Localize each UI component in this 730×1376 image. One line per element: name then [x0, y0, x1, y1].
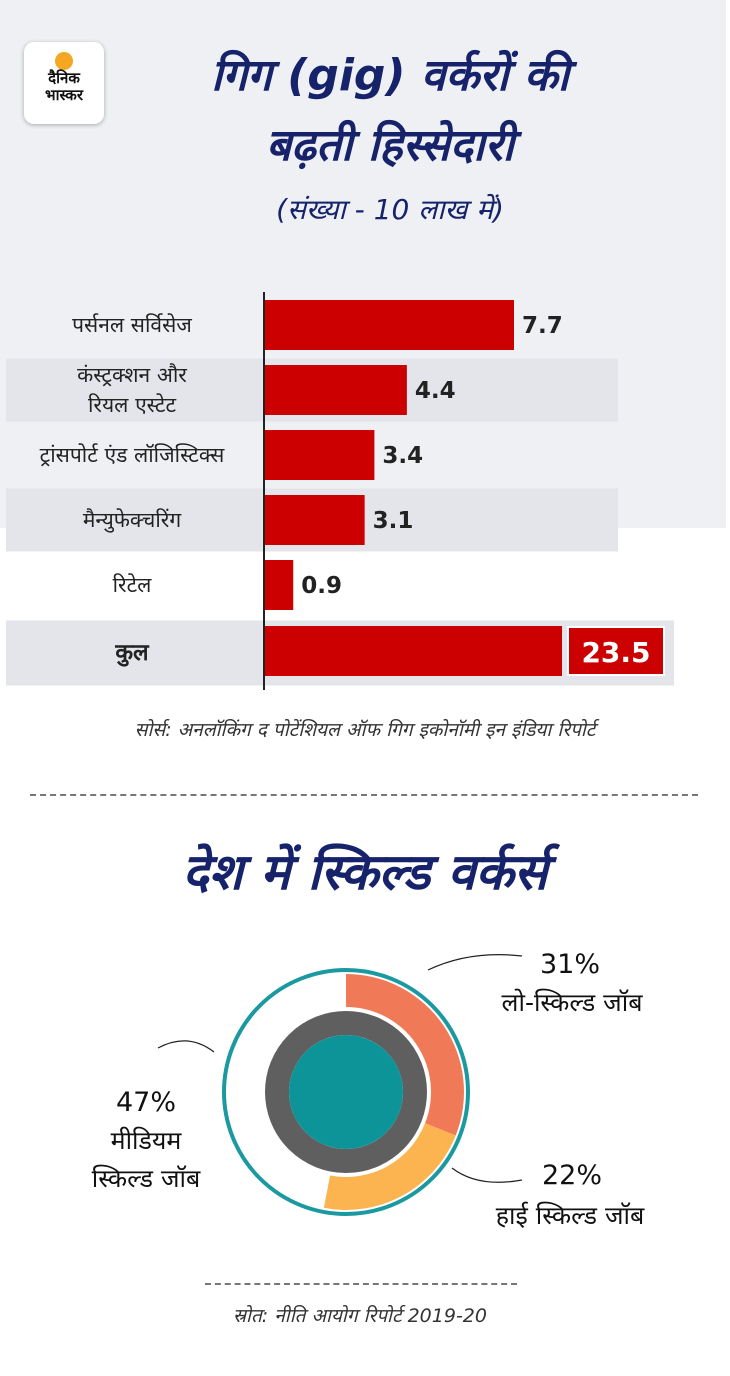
bar	[264, 430, 375, 480]
logo-line-1: दैनिक	[48, 69, 80, 87]
bar	[264, 365, 407, 415]
total-label: कुल	[114, 640, 150, 667]
bar-chart-source: सोर्स: अनलॉकिंग द पोटेंशियल ऑफ गिग इकोनॉ…	[134, 719, 596, 741]
total-value-label: 23.5	[581, 636, 650, 669]
chart-title-line-2: बढ़ती हिस्सेदारी	[266, 120, 514, 171]
chart-subtitle: (संख्या - 10 लाख में)	[276, 193, 504, 226]
donut-center	[289, 1035, 403, 1149]
chart-title-line-1: गिग (gig) वर्करों की	[210, 50, 570, 101]
leader-line	[427, 954, 523, 971]
bar-value-label: 3.4	[382, 443, 423, 469]
logo-line-2: भास्कर	[45, 86, 83, 104]
bar-value-label: 3.1	[373, 508, 414, 534]
category-label: मैन्युफेक्चरिंग	[83, 508, 183, 533]
category-label: पर्सनल सर्विसेज	[72, 313, 192, 337]
bar-value-label: 0.9	[301, 573, 342, 599]
segment-value-label: 47%	[116, 1087, 176, 1118]
donut-chart: 31% लो-स्किल्ड जॉब 22% हाई स्किल्ड जॉब 47% मी…	[92, 949, 645, 1230]
donut-chart-title: देश में स्किल्ड वर्कर्स	[182, 843, 548, 901]
segment-label: लो-स्किल्ड जॉब	[502, 988, 644, 1017]
category-label: रियल एस्टेट	[88, 393, 176, 417]
leader-line	[451, 1167, 523, 1183]
bar	[264, 495, 365, 545]
sun-icon	[55, 52, 73, 70]
bar	[264, 300, 514, 350]
total-bar	[264, 626, 562, 676]
donut-segment	[323, 1123, 456, 1210]
bar-chart: पर्सनल सर्विसेज 7.7 कंस्ट्रक्शन और रियल एस्…	[6, 292, 674, 690]
section-divider	[30, 794, 698, 796]
donut-outer-ring	[222, 968, 470, 1216]
segment-label: हाई स्किल्ड जॉब	[496, 1201, 645, 1230]
category-label: कंस्ट्रक्शन और	[77, 363, 187, 387]
total-value-box	[567, 626, 665, 676]
bar	[264, 560, 294, 610]
leader-line	[157, 1040, 215, 1053]
dainik-bhaskar-logo: दैनिक भास्कर	[24, 42, 104, 124]
donut-chart-source: स्रोत: नीति आयोग रिपोर्ट 2019-20	[233, 1305, 487, 1327]
source-divider	[205, 1283, 517, 1285]
category-label: ट्रांसपोर्ट एंड लॉजिस्टिक्स	[40, 443, 226, 467]
bar-value-label: 7.7	[522, 313, 563, 339]
segment-label: मीडियम	[111, 1126, 183, 1155]
donut-segment	[346, 974, 465, 1136]
segment-value-label: 31%	[540, 949, 600, 980]
bar-value-label: 4.4	[415, 378, 456, 404]
segment-value-label: 22%	[542, 1160, 602, 1191]
donut-inner-ring	[265, 1011, 427, 1173]
segment-label: स्किल्ड जॉब	[92, 1164, 201, 1193]
category-label: रिटेल	[113, 573, 153, 597]
